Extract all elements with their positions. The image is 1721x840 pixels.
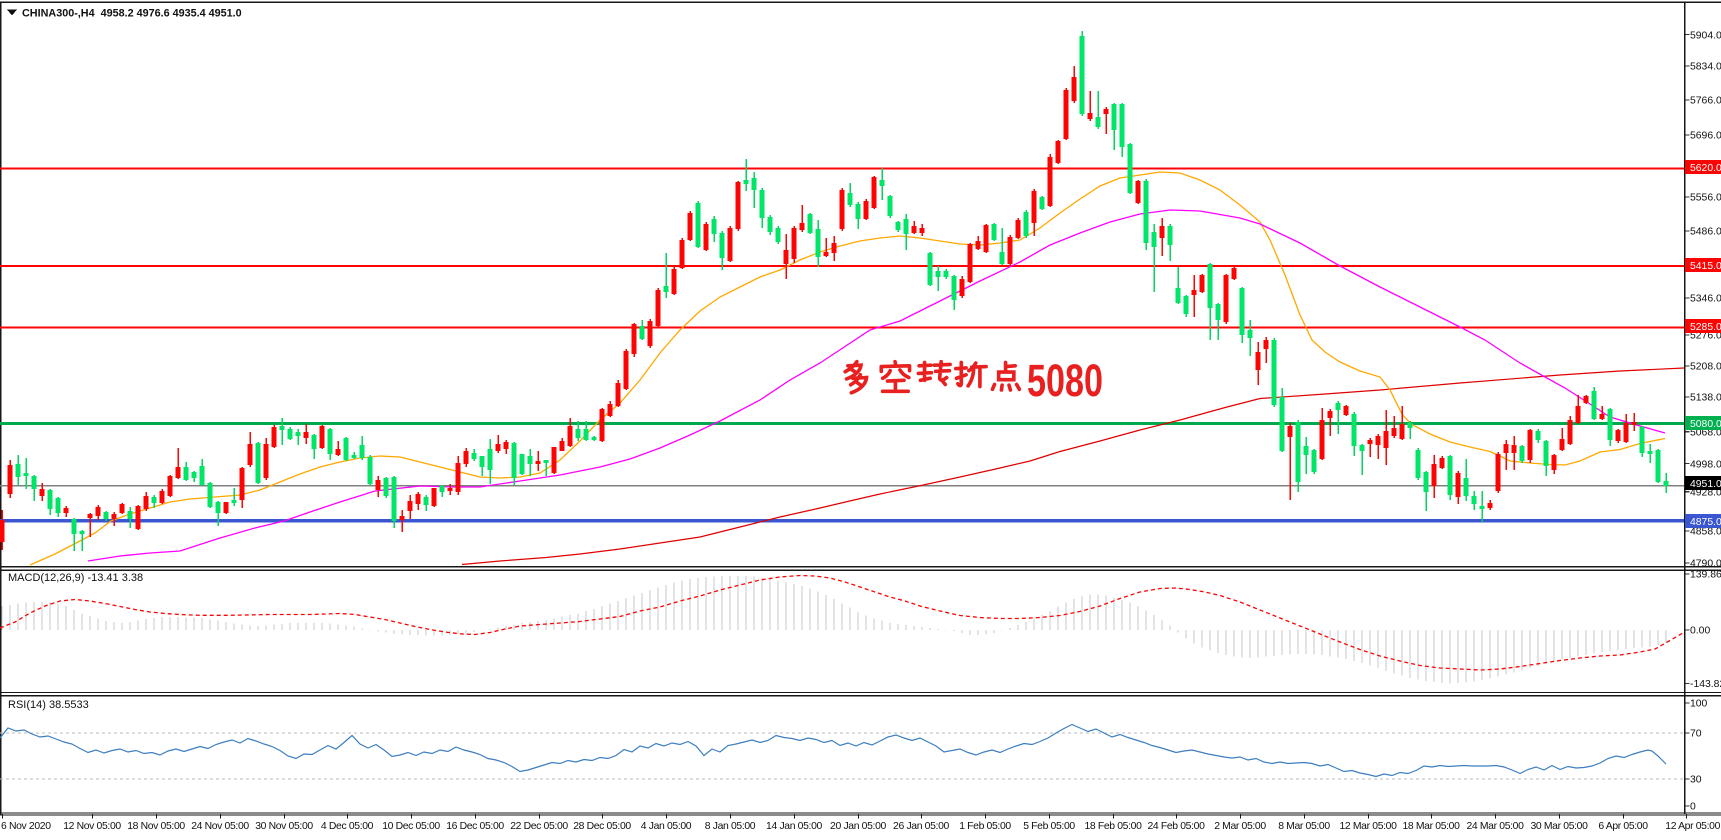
svg-text:4858.0: 4858.0 [1690,527,1721,538]
svg-text:4 Jan 05:00: 4 Jan 05:00 [641,821,692,832]
svg-text:4 Dec 05:00: 4 Dec 05:00 [321,821,374,832]
svg-text:5080: 5080 [1027,355,1103,406]
svg-text:CHINA300-,H4 4958.2 4976.6 49: CHINA300-,H4 4958.2 4976.6 4935.4 4951.0 [22,8,242,20]
svg-text:5696.0: 5696.0 [1690,131,1721,142]
svg-text:0.00: 0.00 [1690,626,1710,637]
svg-text:4951.0: 4951.0 [1690,479,1721,490]
svg-text:30 Nov 05:00: 30 Nov 05:00 [255,821,313,832]
svg-text:4928.0: 4928.0 [1690,488,1721,499]
svg-text:5138.0: 5138.0 [1690,393,1721,404]
svg-text:5276.0: 5276.0 [1690,331,1721,342]
svg-text:12 Apr 05:00: 12 Apr 05:00 [1665,821,1720,832]
svg-text:5415.0: 5415.0 [1690,261,1721,272]
svg-text:5834.0: 5834.0 [1690,62,1721,73]
svg-text:18 Mar 05:00: 18 Mar 05:00 [1402,821,1460,832]
svg-text:8 Mar 05:00: 8 Mar 05:00 [1278,821,1330,832]
svg-text:0: 0 [1690,802,1696,813]
svg-text:6 Nov 2020: 6 Nov 2020 [1,821,51,832]
svg-text:MACD(12,26,9) -13.41 3.38: MACD(12,26,9) -13.41 3.38 [8,572,143,584]
svg-text:RSI(14) 38.5533: RSI(14) 38.5533 [8,699,89,711]
svg-text:4875.0: 4875.0 [1690,517,1721,528]
svg-text:5285.0: 5285.0 [1690,322,1721,333]
svg-text:-143.82: -143.82 [1690,679,1721,690]
svg-text:100: 100 [1690,699,1708,710]
svg-text:1 Feb 05:00: 1 Feb 05:00 [959,821,1011,832]
svg-text:8 Jan 05:00: 8 Jan 05:00 [705,821,756,832]
svg-text:18 Nov 05:00: 18 Nov 05:00 [127,821,185,832]
svg-text:5556.0: 5556.0 [1690,193,1721,204]
svg-text:5486.0: 5486.0 [1690,227,1721,238]
svg-text:12 Nov 05:00: 12 Nov 05:00 [63,821,121,832]
svg-text:24 Mar 05:00: 24 Mar 05:00 [1466,821,1524,832]
svg-text:6 Apr 05:00: 6 Apr 05:00 [1598,821,1648,832]
svg-text:5904.0: 5904.0 [1690,30,1721,41]
svg-text:5208.0: 5208.0 [1690,362,1721,373]
svg-text:18 Feb 05:00: 18 Feb 05:00 [1084,821,1142,832]
svg-text:24 Feb 05:00: 24 Feb 05:00 [1147,821,1205,832]
svg-text:10 Dec 05:00: 10 Dec 05:00 [382,821,440,832]
svg-text:26 Jan 05:00: 26 Jan 05:00 [893,821,949,832]
svg-text:5766.0: 5766.0 [1690,96,1721,107]
svg-text:5068.0: 5068.0 [1690,428,1721,439]
svg-text:28 Dec 05:00: 28 Dec 05:00 [573,821,631,832]
svg-text:4998.0: 4998.0 [1690,459,1721,470]
svg-text:4790.0: 4790.0 [1690,559,1721,570]
svg-text:22 Dec 05:00: 22 Dec 05:00 [510,821,568,832]
svg-text:5346.0: 5346.0 [1690,294,1721,305]
svg-text:139.86: 139.86 [1690,570,1721,581]
svg-text:12 Mar 05:00: 12 Mar 05:00 [1339,821,1397,832]
svg-text:30: 30 [1690,775,1702,786]
svg-text:2 Mar 05:00: 2 Mar 05:00 [1214,821,1266,832]
svg-text:24 Nov 05:00: 24 Nov 05:00 [191,821,249,832]
svg-text:30 Mar 05:00: 30 Mar 05:00 [1530,821,1588,832]
svg-text:70: 70 [1690,729,1702,740]
svg-text:5 Feb 05:00: 5 Feb 05:00 [1023,821,1075,832]
svg-text:14 Jan 05:00: 14 Jan 05:00 [766,821,822,832]
svg-text:20 Jan 05:00: 20 Jan 05:00 [830,821,886,832]
svg-text:5620.0: 5620.0 [1690,163,1721,174]
svg-text:5080.0: 5080.0 [1690,419,1721,430]
svg-text:16 Dec 05:00: 16 Dec 05:00 [446,821,504,832]
